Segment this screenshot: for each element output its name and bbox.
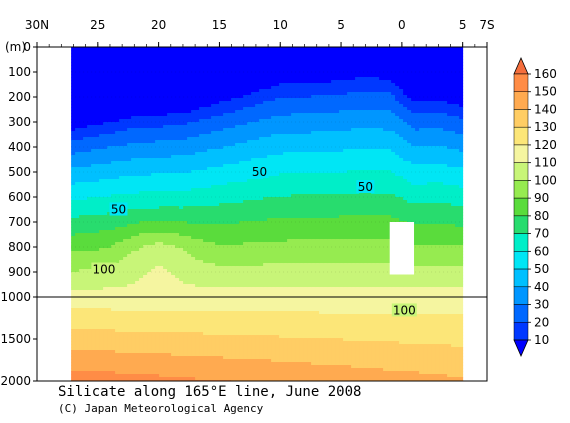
colorbar: 10 20 30 40 50 60 70 80 90 100 110 120 130 140 150 160 — [513, 57, 557, 357]
y-tick-label: 1500 — [0, 332, 31, 346]
x-tick-label: 30N — [25, 18, 49, 32]
colorbar-tick-label: 120 — [534, 138, 557, 152]
contour-label: 50 — [111, 203, 126, 217]
contour-label: 50 — [252, 165, 267, 179]
chart-title: Silicate along 165°E line, June 2008 — [58, 384, 362, 400]
colorbar-tick-label: 100 — [534, 173, 557, 187]
x-tick-label: 20 — [151, 18, 166, 32]
x-tick-label: 0 — [398, 18, 406, 32]
y-tick-label: 200 — [8, 90, 31, 104]
plot-fill — [71, 47, 464, 381]
y-tick-label: 400 — [8, 140, 31, 154]
colorbar-tick-label: 150 — [534, 85, 557, 99]
y-tick-label: 300 — [8, 115, 31, 129]
y-axis-unit-label: (m) — [5, 40, 26, 54]
y-tick-label: 500 — [8, 165, 31, 179]
y-tick-label: 800 — [8, 240, 31, 254]
y-axis: 0 100 200 300 400 500 600 700 800 900 1000 1500 2000 — [0, 40, 37, 388]
colorbar-tick-label: 20 — [534, 315, 549, 329]
y-tick-label: 600 — [8, 190, 31, 204]
colorbar-tick-label: 140 — [534, 102, 557, 116]
x-tick-label: 7S — [479, 18, 494, 32]
x-tick-label: 5 — [459, 18, 467, 32]
y-tick-label: 2000 — [0, 374, 31, 388]
y-tick-label: 0 — [23, 40, 31, 54]
contour-label: 50 — [358, 180, 373, 194]
colorbar-tick-label: 130 — [534, 120, 557, 134]
x-tick-label: 15 — [212, 18, 227, 32]
contour-labels: 50 50 50 100 100 — [91, 165, 417, 317]
x-axis: 30N 25 20 15 10 5 0 5 7S — [25, 18, 495, 47]
y-tick-label: 900 — [8, 265, 31, 279]
y-tick-label: 700 — [8, 215, 31, 229]
contour-label: 100 — [393, 303, 416, 317]
colorbar-tick-label: 80 — [534, 209, 549, 223]
colorbar-tick-label: 40 — [534, 280, 549, 294]
colorbar-tick-label: 60 — [534, 244, 549, 258]
colorbar-tick-label: 70 — [534, 227, 549, 241]
y-tick-label: 1000 — [0, 290, 31, 304]
colorbar-tick-label: 160 — [534, 67, 557, 81]
colorbar-tick-label: 30 — [534, 298, 549, 312]
x-tick-label: 25 — [90, 18, 105, 32]
y-tick-label: 100 — [8, 65, 31, 79]
missing-data-region — [389, 222, 415, 275]
colorbar-tick-label: 110 — [534, 156, 557, 170]
chart-subtitle: (C) Japan Meteorological Agency — [58, 402, 264, 415]
plot-frame — [33, 46, 488, 382]
x-tick-label: 5 — [337, 18, 345, 32]
contour-label: 100 — [92, 263, 115, 277]
colorbar-tick-label: 10 — [534, 333, 549, 347]
colorbar-tick-label: 90 — [534, 191, 549, 205]
colorbar-tick-label: 50 — [534, 262, 549, 276]
x-tick-label: 10 — [273, 18, 288, 32]
